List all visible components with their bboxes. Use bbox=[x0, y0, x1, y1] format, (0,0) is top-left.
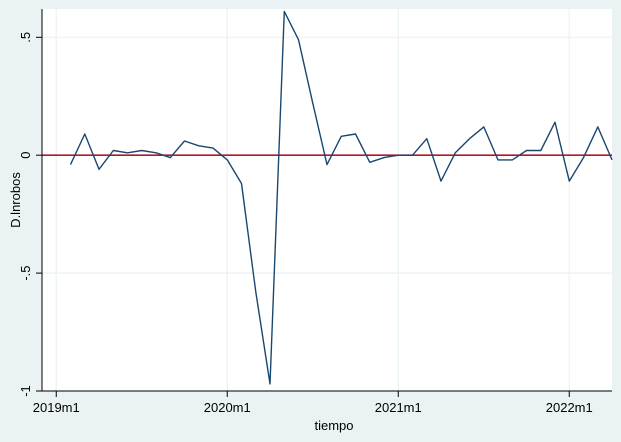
series-group bbox=[69, 10, 613, 385]
x-tick-label: 2022m1 bbox=[546, 400, 593, 415]
x-axis-title: tiempo bbox=[314, 418, 353, 433]
x-axis-ticks: 2019m1 2020m1 2021m1 2022m1 bbox=[33, 391, 593, 415]
x-tick-label: 2020m1 bbox=[204, 400, 251, 415]
y-tick-label: 0 bbox=[18, 152, 33, 159]
y-axis-ticks: .5 0 -.5 -1 bbox=[18, 32, 42, 397]
y-axis-title: D.lnrobos bbox=[8, 172, 23, 228]
x-tick-label: 2019m1 bbox=[33, 400, 80, 415]
plot-area bbox=[42, 9, 612, 391]
series-line bbox=[69, 10, 613, 385]
axes bbox=[41, 9, 612, 392]
y-tick-label: -.5 bbox=[18, 266, 33, 281]
y-tick-label: .5 bbox=[18, 32, 33, 43]
x-tick-label: 2021m1 bbox=[375, 400, 422, 415]
y-tick-label: -1 bbox=[18, 385, 33, 397]
